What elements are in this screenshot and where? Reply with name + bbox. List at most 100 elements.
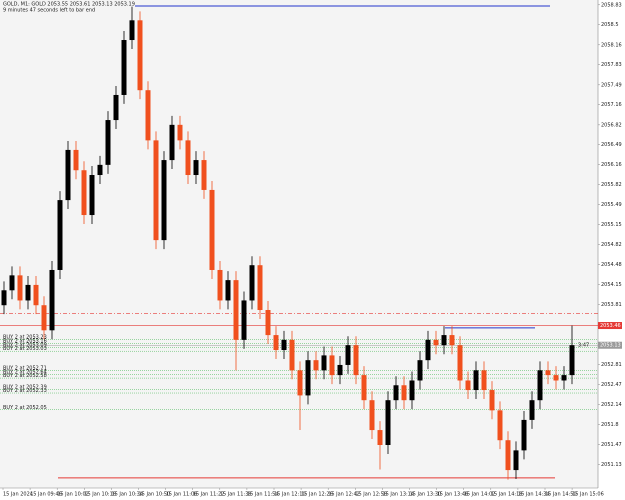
candle-body <box>97 164 103 176</box>
x-tick-label: 15 Jan 14:18 <box>491 492 523 498</box>
candle-body <box>145 90 151 141</box>
candle-body <box>553 375 559 381</box>
candle-body <box>153 140 159 241</box>
chart-title: GOLD, M1: GOLD 2053.55 2053.61 2053.13 2… <box>3 2 135 8</box>
candle-body <box>369 400 375 431</box>
candle-body <box>425 339 431 361</box>
candle-body <box>73 149 79 171</box>
candle-body <box>393 385 399 401</box>
y-tick-label: 2056.49 <box>601 142 622 148</box>
y-tick-label: 2054.15 <box>601 282 622 288</box>
candle-body <box>409 380 415 401</box>
order-label: BUY 2 at 2053.03 <box>3 346 47 352</box>
candle-body <box>193 160 199 176</box>
y-tick-label: 2051.13 <box>601 462 622 468</box>
candle-body <box>57 200 63 270</box>
x-tick-label: 15 Jan 15:06 <box>572 492 604 498</box>
price-marker-label: 2053.46 <box>600 323 621 329</box>
candle-body <box>225 280 231 301</box>
candle-body <box>265 310 271 336</box>
order-label: BUY 2 at 2052.64 <box>3 370 47 376</box>
candle-body <box>313 360 319 371</box>
candle-body <box>169 124 175 161</box>
x-tick-label: 15 Jan 10:50 <box>139 492 171 498</box>
x-tick-label: 15 Jan 13:30 <box>410 492 442 498</box>
price-marker <box>598 341 622 349</box>
y-tick-label: 2057.83 <box>601 62 622 68</box>
candle-body <box>377 430 383 445</box>
candle-body <box>201 160 207 190</box>
y-tick-label: 2051.47 <box>601 442 622 448</box>
x-tick-label: 15 Jan 13:46 <box>437 492 469 498</box>
candle-body <box>49 269 55 331</box>
candle-body <box>465 380 471 391</box>
candle-body <box>161 160 167 241</box>
price-marker-label: 2053.13 <box>600 343 621 349</box>
x-tick-label: 15 Jan 13:14 <box>382 492 414 498</box>
x-tick-label: 15 Jan 11:38 <box>220 492 252 498</box>
order-label: BUY 2 at 2053.16 <box>3 338 47 344</box>
candle-body <box>281 339 287 351</box>
candle-body <box>329 355 335 376</box>
candle-body <box>209 189 215 270</box>
candle-body <box>217 269 223 301</box>
y-tick-label: 2056.82 <box>601 122 622 128</box>
x-tick-label: 15 Jan 12:58 <box>355 492 387 498</box>
y-tick-label: 2055.82 <box>601 182 622 188</box>
x-tick-label: 15 Jan 12:26 <box>301 492 333 498</box>
candle-body <box>233 280 239 340</box>
y-tick-label: 2051.8 <box>601 422 619 428</box>
candle-body <box>353 345 359 376</box>
candle-body <box>1 290 7 306</box>
candle-body <box>9 275 15 291</box>
candle-body <box>289 339 295 371</box>
y-tick-label: 2058.83 <box>601 2 622 8</box>
candle-body <box>521 419 527 451</box>
x-tick-label: 15 Jan 11:54 <box>247 492 279 498</box>
candle-body <box>489 390 495 411</box>
candle-body <box>81 170 87 216</box>
candle-body <box>273 335 279 351</box>
y-tick-label: 2056.16 <box>601 162 622 168</box>
candle-body <box>441 335 447 346</box>
candle-body <box>417 360 423 381</box>
candle-body <box>297 370 303 396</box>
y-tick-label: 2052.47 <box>601 382 622 388</box>
candle-body <box>545 370 551 376</box>
y-tick-label: 2058.16 <box>601 42 622 48</box>
candle-body <box>433 339 439 346</box>
y-tick-label: 2057.49 <box>601 82 622 88</box>
plot-area <box>0 0 598 488</box>
candle-body <box>505 440 511 471</box>
candle-body <box>305 360 311 396</box>
y-tick-label: 2052.81 <box>601 362 622 368</box>
x-tick-label: 15 Jan 10:18 <box>84 492 116 498</box>
candle-body <box>321 355 327 371</box>
x-tick-label: 15 Jan 09:46 <box>30 492 62 498</box>
candle-body <box>129 20 135 41</box>
y-tick-label: 2054.48 <box>601 262 622 268</box>
order-label: BUY 2 at 2052.58 <box>3 373 47 379</box>
x-tick-label: 15 Jan 12:10 <box>274 492 306 498</box>
order-label: BUY 2 at 2052.71 <box>3 365 47 371</box>
order-label: BUY 2 at 2052.39 <box>3 384 47 390</box>
order-label: BUY 2 at 2052.05 <box>3 405 47 411</box>
y-tick-label: 2055.49 <box>601 202 622 208</box>
x-tick-label: 15 Jan 11:06 <box>166 492 198 498</box>
order-label: BUY 2 at 2053.09 <box>3 343 47 349</box>
candle-body <box>497 410 503 441</box>
x-tick-label: 15 Jan 10:02 <box>57 492 89 498</box>
candle-body <box>345 345 351 365</box>
price-marker <box>598 322 622 330</box>
y-tick-label: 2058.5 <box>601 22 619 28</box>
candle-body <box>449 335 455 346</box>
y-tick-label: 2057.16 <box>601 102 622 108</box>
candle-body <box>177 124 183 141</box>
candle-body <box>65 149 71 201</box>
x-tick-label: 15 Jan 12:42 <box>328 492 360 498</box>
order-label: BUY 2 at 2053.23 <box>3 334 47 340</box>
x-tick-label: 15 Jan 11:22 <box>193 492 225 498</box>
candle-body <box>33 284 39 306</box>
order-label: BUY 2 at 2052.33 <box>3 388 47 394</box>
